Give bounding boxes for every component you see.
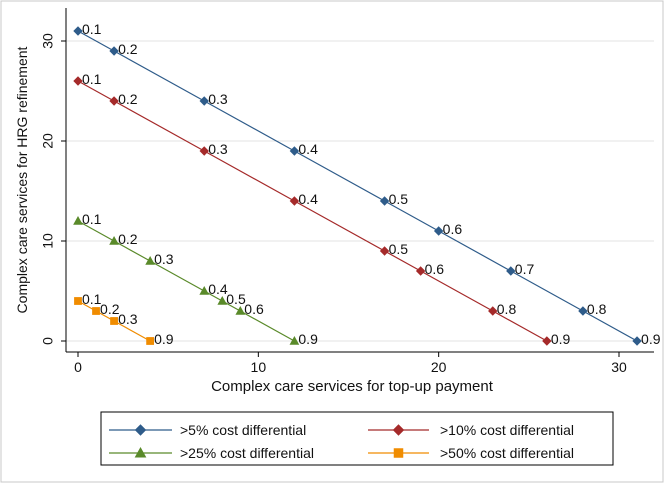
series-4-label-1: 0.1	[82, 291, 102, 307]
gridlines	[66, 8, 654, 352]
legend-entry-2: >10% cost differential	[368, 422, 574, 438]
x-tick-label-10: 10	[251, 359, 267, 375]
series-2-line	[77, 80, 548, 342]
series-3-label-1: 0.1	[82, 211, 102, 227]
series-4-label-4: 0.9	[154, 331, 174, 347]
legend-entry-3: >25% cost differential	[109, 445, 314, 461]
series-3-point-3	[145, 255, 155, 265]
series-3-point-5	[217, 295, 228, 305]
series-3-label-2: 0.2	[118, 231, 138, 247]
y-axis-title: Complex care services for HRG refinement	[14, 46, 30, 313]
series-1-label-7: 0.7	[515, 261, 535, 277]
series-1-label-9: 0.9	[641, 331, 661, 347]
series-3-point-2	[109, 235, 119, 245]
series-4-line	[77, 300, 151, 342]
series-2	[73, 76, 552, 346]
series-2-point-1	[73, 76, 83, 86]
x-tick-label-20: 20	[431, 359, 447, 375]
series-2-point-3	[199, 146, 209, 156]
series-1	[73, 26, 642, 346]
series-3-label-4: 0.4	[208, 281, 228, 297]
series-2-point-4	[289, 196, 300, 206]
series-4-label-3: 0.3	[118, 311, 138, 327]
series-4-label-2: 0.2	[100, 301, 120, 317]
series-3-point-7	[289, 335, 300, 345]
legend-label-1: >5% cost differential	[180, 422, 306, 438]
series-3-label-3: 0.3	[154, 251, 174, 267]
series-3-point-4	[199, 285, 210, 295]
series-2-label-5: 0.5	[389, 241, 409, 257]
series-1-point-3	[199, 96, 209, 106]
legend-entry-1: >5% cost differential	[109, 422, 306, 438]
legend-entry-4: >50% cost differential	[368, 445, 574, 461]
series-3-label-6: 0.6	[244, 301, 264, 317]
series-1-point-4	[289, 146, 300, 156]
series-4-point-4	[146, 337, 155, 345]
x-tick-label-0: 0	[74, 359, 82, 375]
series-1-point-7	[506, 266, 516, 276]
series-1-point-9	[632, 336, 642, 346]
y-tick-label-0: 0	[40, 337, 56, 345]
series-1-point-8	[578, 306, 588, 316]
series-layer	[73, 26, 642, 346]
series-1-label-8: 0.8	[587, 301, 607, 317]
series-1-label-5: 0.5	[389, 191, 409, 207]
series-2-label-7: 0.8	[497, 301, 517, 317]
legend-label-4: >50% cost differential	[440, 445, 574, 461]
series-4-point-3	[110, 317, 118, 325]
legend-marker-1	[134, 424, 147, 436]
series-1-label-3: 0.3	[208, 91, 228, 107]
series-3-label-5: 0.5	[226, 291, 246, 307]
series-1-point-2	[109, 46, 119, 56]
series-3-label-7: 0.9	[298, 331, 318, 347]
series-2-point-6	[415, 266, 426, 276]
series-2-point-8	[542, 336, 552, 346]
series-3	[73, 215, 300, 345]
legend: >5% cost differential >10% cost different…	[100, 411, 614, 466]
series-4-point-1	[74, 297, 82, 305]
legend-marker-4	[393, 448, 404, 458]
x-tick-label-30: 30	[611, 359, 627, 375]
series-2-label-2: 0.2	[118, 91, 138, 107]
series-1-label-2: 0.2	[118, 41, 138, 57]
legend-marker-2	[392, 424, 405, 436]
x-axis-title: Complex care services for top-up payment	[211, 378, 494, 395]
data-labels: 0.10.20.30.40.50.60.70.80.90.10.20.30.40…	[82, 21, 661, 347]
series-1-point-5	[379, 196, 390, 206]
series-2-point-2	[109, 96, 119, 106]
series-4-point-2	[92, 307, 100, 315]
legend-marker-3	[134, 446, 147, 458]
series-1-label-4: 0.4	[298, 141, 318, 157]
series-2-label-1: 0.1	[82, 71, 102, 87]
series-2-label-3: 0.3	[208, 141, 228, 157]
y-tick-label-30: 30	[40, 33, 56, 49]
series-1-point-1	[73, 26, 83, 36]
legend-label-3: >25% cost differential	[180, 445, 314, 461]
series-2-point-5	[379, 246, 390, 256]
legend-box	[100, 411, 614, 466]
series-2-point-7	[488, 306, 498, 316]
series-1-label-1: 0.1	[82, 21, 102, 37]
series-2-label-8: 0.9	[551, 331, 571, 347]
series-3-point-1	[73, 215, 83, 225]
series-2-label-4: 0.4	[298, 191, 318, 207]
series-2-label-6: 0.6	[425, 261, 445, 277]
y-tick-label-20: 20	[40, 133, 56, 149]
series-1-label-6: 0.6	[443, 221, 463, 237]
series-4	[74, 297, 155, 345]
axes: 0 10 20 30 0 10 20 30 Complex care services for …	[14, 8, 654, 395]
y-tick-label-10: 10	[40, 233, 56, 249]
series-3-point-6	[235, 305, 246, 315]
plot-area	[66, 8, 654, 352]
legend-label-2: >10% cost differential	[440, 422, 574, 438]
series-1-point-6	[433, 226, 444, 236]
